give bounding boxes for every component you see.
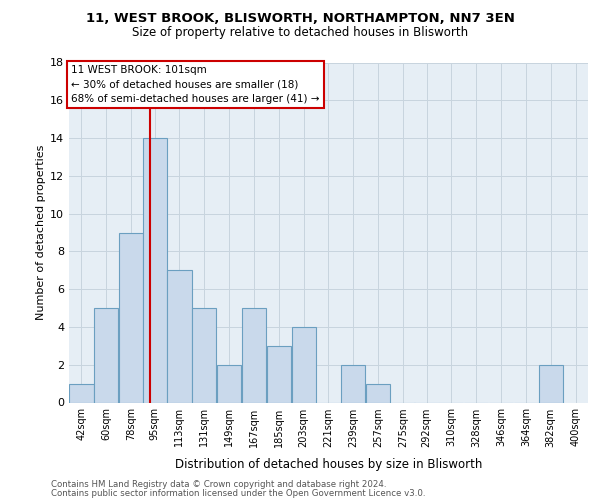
X-axis label: Distribution of detached houses by size in Blisworth: Distribution of detached houses by size … bbox=[175, 458, 482, 471]
Text: Size of property relative to detached houses in Blisworth: Size of property relative to detached ho… bbox=[132, 26, 468, 39]
Bar bbox=[242, 308, 266, 402]
Bar bbox=[192, 308, 217, 402]
Bar bbox=[167, 270, 191, 402]
Bar bbox=[292, 327, 316, 402]
Bar bbox=[143, 138, 167, 402]
Y-axis label: Number of detached properties: Number of detached properties bbox=[36, 145, 46, 320]
Bar bbox=[341, 364, 365, 403]
Text: 11 WEST BROOK: 101sqm
← 30% of detached houses are smaller (18)
68% of semi-deta: 11 WEST BROOK: 101sqm ← 30% of detached … bbox=[71, 66, 320, 104]
Bar bbox=[217, 364, 241, 403]
Text: Contains public sector information licensed under the Open Government Licence v3: Contains public sector information licen… bbox=[51, 489, 425, 498]
Bar bbox=[94, 308, 118, 402]
Bar bbox=[70, 384, 94, 402]
Bar bbox=[267, 346, 291, 403]
Text: 11, WEST BROOK, BLISWORTH, NORTHAMPTON, NN7 3EN: 11, WEST BROOK, BLISWORTH, NORTHAMPTON, … bbox=[86, 12, 514, 24]
Text: Contains HM Land Registry data © Crown copyright and database right 2024.: Contains HM Land Registry data © Crown c… bbox=[51, 480, 386, 489]
Bar bbox=[539, 364, 563, 403]
Bar bbox=[119, 232, 143, 402]
Bar bbox=[366, 384, 390, 402]
